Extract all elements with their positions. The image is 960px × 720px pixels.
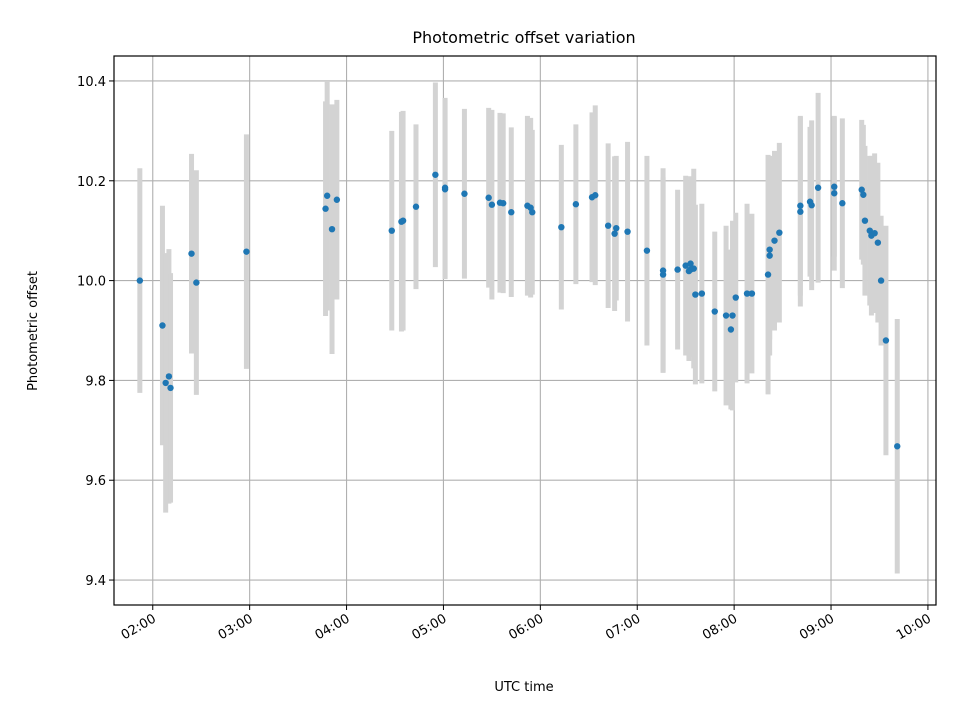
data-point <box>167 384 174 392</box>
data-point <box>572 201 580 208</box>
data-point <box>808 202 815 209</box>
x-axis-ticks: 02:00 03:00 04:00 05:00 06:00 07:00 08:00 09:00… <box>119 605 934 643</box>
x-tick-label: 06:00 <box>506 611 546 643</box>
data-point <box>814 184 822 191</box>
data-point <box>328 225 336 233</box>
data-point <box>877 277 885 284</box>
y-axis-ticks: 9.4 9.6 9.8 10.0 10.2 10.4 <box>77 75 114 589</box>
data-point <box>412 203 420 210</box>
data-point <box>860 191 867 198</box>
y-tick-label: 10.0 <box>77 275 106 290</box>
data-point <box>766 246 773 253</box>
data-point <box>611 230 618 237</box>
data-point <box>643 247 651 254</box>
data-point <box>858 186 865 193</box>
data-point <box>776 229 783 236</box>
data-point <box>771 237 778 244</box>
data-point <box>508 209 515 216</box>
data-point <box>592 192 599 199</box>
data-point <box>831 183 838 190</box>
data-point <box>243 248 250 255</box>
data-point <box>729 312 736 319</box>
chart-title: Photometric offset variation <box>412 28 635 47</box>
data-point <box>613 224 620 232</box>
data-point <box>162 379 169 387</box>
data-point <box>861 217 869 224</box>
x-tick-label: 04:00 <box>313 611 353 643</box>
y-tick-label: 10.2 <box>77 175 106 190</box>
data-point <box>136 277 144 284</box>
data-point <box>690 265 697 272</box>
data-point <box>165 373 173 380</box>
y-tick-label: 9.6 <box>85 474 106 489</box>
data-point <box>871 229 878 237</box>
x-tick-label: 03:00 <box>216 611 256 643</box>
y-tick-label: 10.4 <box>77 75 106 90</box>
data-point <box>727 326 735 333</box>
data-point <box>529 209 536 216</box>
data-point <box>797 202 804 209</box>
data-point <box>839 200 846 207</box>
data-point <box>866 227 873 234</box>
data-point <box>604 222 612 229</box>
data-point <box>388 227 395 234</box>
y-tick-label: 9.4 <box>85 574 106 589</box>
data-point <box>674 266 681 273</box>
data-point <box>732 294 739 301</box>
data-point <box>748 290 756 297</box>
data-point <box>558 223 565 231</box>
data-point <box>461 190 468 197</box>
data-point <box>323 192 331 199</box>
data-point <box>682 262 689 269</box>
data-point <box>322 205 329 212</box>
data-point <box>711 308 718 315</box>
y-tick-label: 9.8 <box>85 374 106 389</box>
plot-frame <box>113 55 937 606</box>
x-tick-label: 07:00 <box>603 611 643 643</box>
data-point <box>692 291 699 298</box>
data-point <box>659 267 667 274</box>
data-point <box>399 217 407 224</box>
data-point <box>797 208 804 215</box>
data-point <box>188 250 195 257</box>
data-point <box>722 312 730 319</box>
data-point <box>432 171 439 178</box>
data-point <box>499 200 507 207</box>
x-tick-label: 02:00 <box>119 611 159 643</box>
data-point <box>485 194 492 201</box>
x-tick-label: 05:00 <box>409 611 449 643</box>
data-point <box>488 201 496 208</box>
x-tick-label: 10:00 <box>894 611 934 643</box>
data-point <box>882 337 890 344</box>
data-point <box>766 252 773 259</box>
data-point <box>698 290 706 297</box>
x-axis-label: UTC time <box>494 680 553 695</box>
data-point <box>333 196 341 203</box>
data-point <box>764 271 772 278</box>
data-point <box>894 443 901 450</box>
y-axis-label: Photometric offset <box>26 271 41 391</box>
error-bars <box>137 80 900 574</box>
data-point <box>743 290 751 297</box>
data-point <box>193 279 200 286</box>
data-point <box>624 228 631 235</box>
x-tick-label: 08:00 <box>700 611 740 643</box>
data-points <box>136 171 901 450</box>
data-point <box>687 260 694 267</box>
data-point <box>831 190 838 197</box>
data-point <box>441 186 449 193</box>
x-tick-label: 09:00 <box>797 611 837 643</box>
data-point <box>159 322 166 329</box>
data-point <box>874 239 882 246</box>
